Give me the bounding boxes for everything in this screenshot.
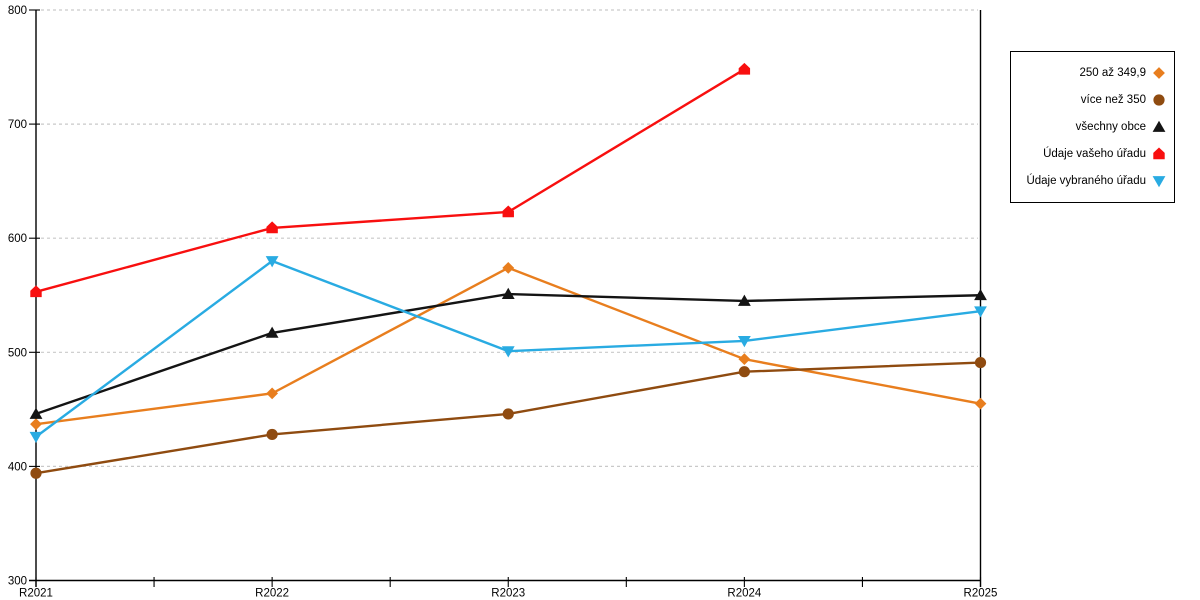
series-pentagon xyxy=(30,62,751,298)
x-tick-label: R2023 xyxy=(491,588,525,600)
legend-item: Údaje vybraného úřadu xyxy=(1026,173,1167,189)
y-tick-label: 500 xyxy=(8,347,27,359)
legend-item: více než 350 xyxy=(1081,92,1167,108)
y-tick-label: 400 xyxy=(8,461,27,473)
x-tick-label: R2024 xyxy=(727,588,761,600)
triangle-up-icon xyxy=(1152,120,1166,132)
legend-label: Údaje vašeho úřadu xyxy=(1043,148,1146,160)
legend-item: 250 až 349,9 xyxy=(1079,65,1167,81)
circle-icon xyxy=(1153,94,1165,106)
legend-item: Údaje vašeho úřadu xyxy=(1043,146,1167,162)
y-tick-label: 800 xyxy=(8,5,27,17)
diamond-icon xyxy=(1153,67,1165,79)
legend-item: všechny obce xyxy=(1076,119,1167,135)
x-tick-label: R2021 xyxy=(19,588,53,600)
legend-label: všechny obce xyxy=(1075,121,1146,133)
series-triangle-up xyxy=(29,287,987,419)
triangle-down-icon xyxy=(1152,176,1166,188)
x-axis: R2021 R2022 R2023 R2024 R2025 xyxy=(19,10,997,600)
y-tick-label: 300 xyxy=(8,576,27,588)
series-diamond xyxy=(30,261,987,431)
gridlines xyxy=(41,9,978,467)
legend-label: Údaje vybraného úřadu xyxy=(1026,175,1146,187)
legend-label: více než 350 xyxy=(1080,94,1146,106)
y-axis: 300 400 500 600 700 800 xyxy=(8,5,40,588)
x-tick-label: R2025 xyxy=(964,588,998,600)
x-tick-label: R2022 xyxy=(255,588,289,600)
series-circle xyxy=(30,356,987,479)
series-triangle-down xyxy=(29,256,987,444)
legend-label: 250 až 349,9 xyxy=(1079,67,1146,79)
y-tick-label: 600 xyxy=(8,233,27,245)
y-tick-label: 700 xyxy=(8,119,27,131)
legend: 250 až 349,9 více než 350 všechny obce Ú… xyxy=(1010,51,1175,203)
pentagon-icon xyxy=(1153,147,1165,160)
